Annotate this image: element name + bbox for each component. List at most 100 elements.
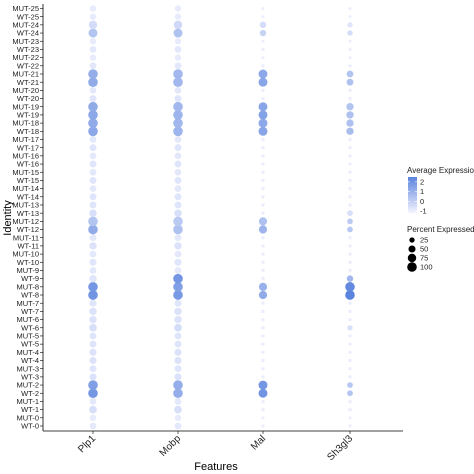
x-tick-label: Plp1 xyxy=(76,433,98,455)
dot xyxy=(261,309,265,314)
dot xyxy=(348,178,352,183)
dot xyxy=(261,235,265,240)
dot xyxy=(348,334,352,338)
dot xyxy=(89,160,97,168)
dot xyxy=(89,323,97,332)
dot xyxy=(348,358,352,363)
dot xyxy=(89,176,97,184)
y-tick-label: WT-18 xyxy=(17,127,39,136)
dot xyxy=(173,216,183,227)
dot xyxy=(347,390,353,397)
y-tick-label: WT-24 xyxy=(17,29,39,38)
dot xyxy=(347,218,353,225)
dot xyxy=(345,282,355,292)
dot xyxy=(173,69,183,79)
dot xyxy=(174,185,182,192)
dot xyxy=(174,307,182,316)
dot xyxy=(174,5,182,12)
color-legend-label: 1 xyxy=(420,187,424,196)
dot xyxy=(173,101,183,112)
dot xyxy=(261,6,265,11)
dot xyxy=(258,118,268,128)
dot xyxy=(261,334,265,338)
y-tick-label: MUT-22 xyxy=(12,53,39,62)
dot xyxy=(88,388,98,399)
size-legend-dot xyxy=(408,245,416,253)
y-tick-label: WT-6 xyxy=(21,323,39,332)
dot xyxy=(348,424,352,428)
legend: Average Expression Percent Expressed 210… xyxy=(407,166,474,272)
dot xyxy=(258,380,268,390)
y-tick-label: MUT-20 xyxy=(12,86,39,95)
color-legend-title: Average Expression xyxy=(407,166,474,175)
dot xyxy=(348,342,352,346)
size-legend-label: 75 xyxy=(420,254,428,263)
y-tick-label: WT-13 xyxy=(17,209,39,218)
dot xyxy=(89,185,97,192)
y-tick-label: WT-22 xyxy=(17,61,39,70)
dot xyxy=(345,290,355,300)
dot xyxy=(261,211,265,215)
y-tick-label: WT-25 xyxy=(17,12,39,21)
dot xyxy=(174,201,182,209)
dot xyxy=(348,407,352,412)
dot xyxy=(261,317,265,322)
dot xyxy=(261,424,265,428)
size-legend-label: 25 xyxy=(420,236,428,245)
size-legend-dot xyxy=(409,237,415,243)
y-tick-label: WT-17 xyxy=(17,143,39,152)
y-tick-label: WT-3 xyxy=(21,372,39,381)
dot xyxy=(348,416,352,420)
dot xyxy=(346,275,354,282)
size-legend-title: Percent Expressed xyxy=(407,225,474,234)
dot xyxy=(174,414,182,422)
dot xyxy=(347,210,353,217)
dot xyxy=(174,356,182,365)
x-tick-label: Mal xyxy=(249,433,268,452)
dot xyxy=(258,225,268,234)
dot xyxy=(89,242,97,250)
dot xyxy=(348,6,352,11)
dot xyxy=(261,416,265,420)
dot xyxy=(174,136,182,143)
dot xyxy=(174,258,182,266)
y-tick-label: WT-21 xyxy=(17,78,39,87)
y-tick-label: MUT-3 xyxy=(17,364,40,373)
y-tick-label: MUT-25 xyxy=(12,4,39,13)
dot xyxy=(348,244,352,248)
dot xyxy=(261,366,265,371)
dot xyxy=(261,268,265,273)
dot xyxy=(348,235,352,240)
dot xyxy=(174,422,182,430)
y-tick-label: WT-9 xyxy=(21,274,39,283)
dot xyxy=(261,252,265,256)
dot xyxy=(88,118,98,128)
dot xyxy=(348,301,352,305)
dot xyxy=(348,47,352,52)
dot xyxy=(348,309,352,314)
dot xyxy=(174,13,182,20)
dot xyxy=(174,209,182,217)
dot xyxy=(261,170,265,174)
y-tick-label: MUT-24 xyxy=(12,20,39,29)
dot xyxy=(89,267,97,274)
dot xyxy=(348,64,352,68)
dot xyxy=(261,137,265,142)
dot xyxy=(174,152,182,160)
dot xyxy=(174,250,182,258)
y-tick-label: MUT-17 xyxy=(12,135,39,144)
dot xyxy=(89,54,97,61)
dot xyxy=(346,111,354,119)
x-axis: Plp1 Mobp Mal Sh3gl3 xyxy=(43,430,403,463)
dot xyxy=(88,216,98,227)
dot xyxy=(348,268,352,273)
dot xyxy=(174,54,182,61)
dot xyxy=(173,77,183,87)
dot xyxy=(348,366,352,371)
dot xyxy=(89,307,97,316)
dot xyxy=(348,252,352,256)
dot xyxy=(89,356,97,365)
dot xyxy=(347,226,353,233)
y-tick-label: WT-16 xyxy=(17,160,39,169)
dot xyxy=(173,126,183,137)
